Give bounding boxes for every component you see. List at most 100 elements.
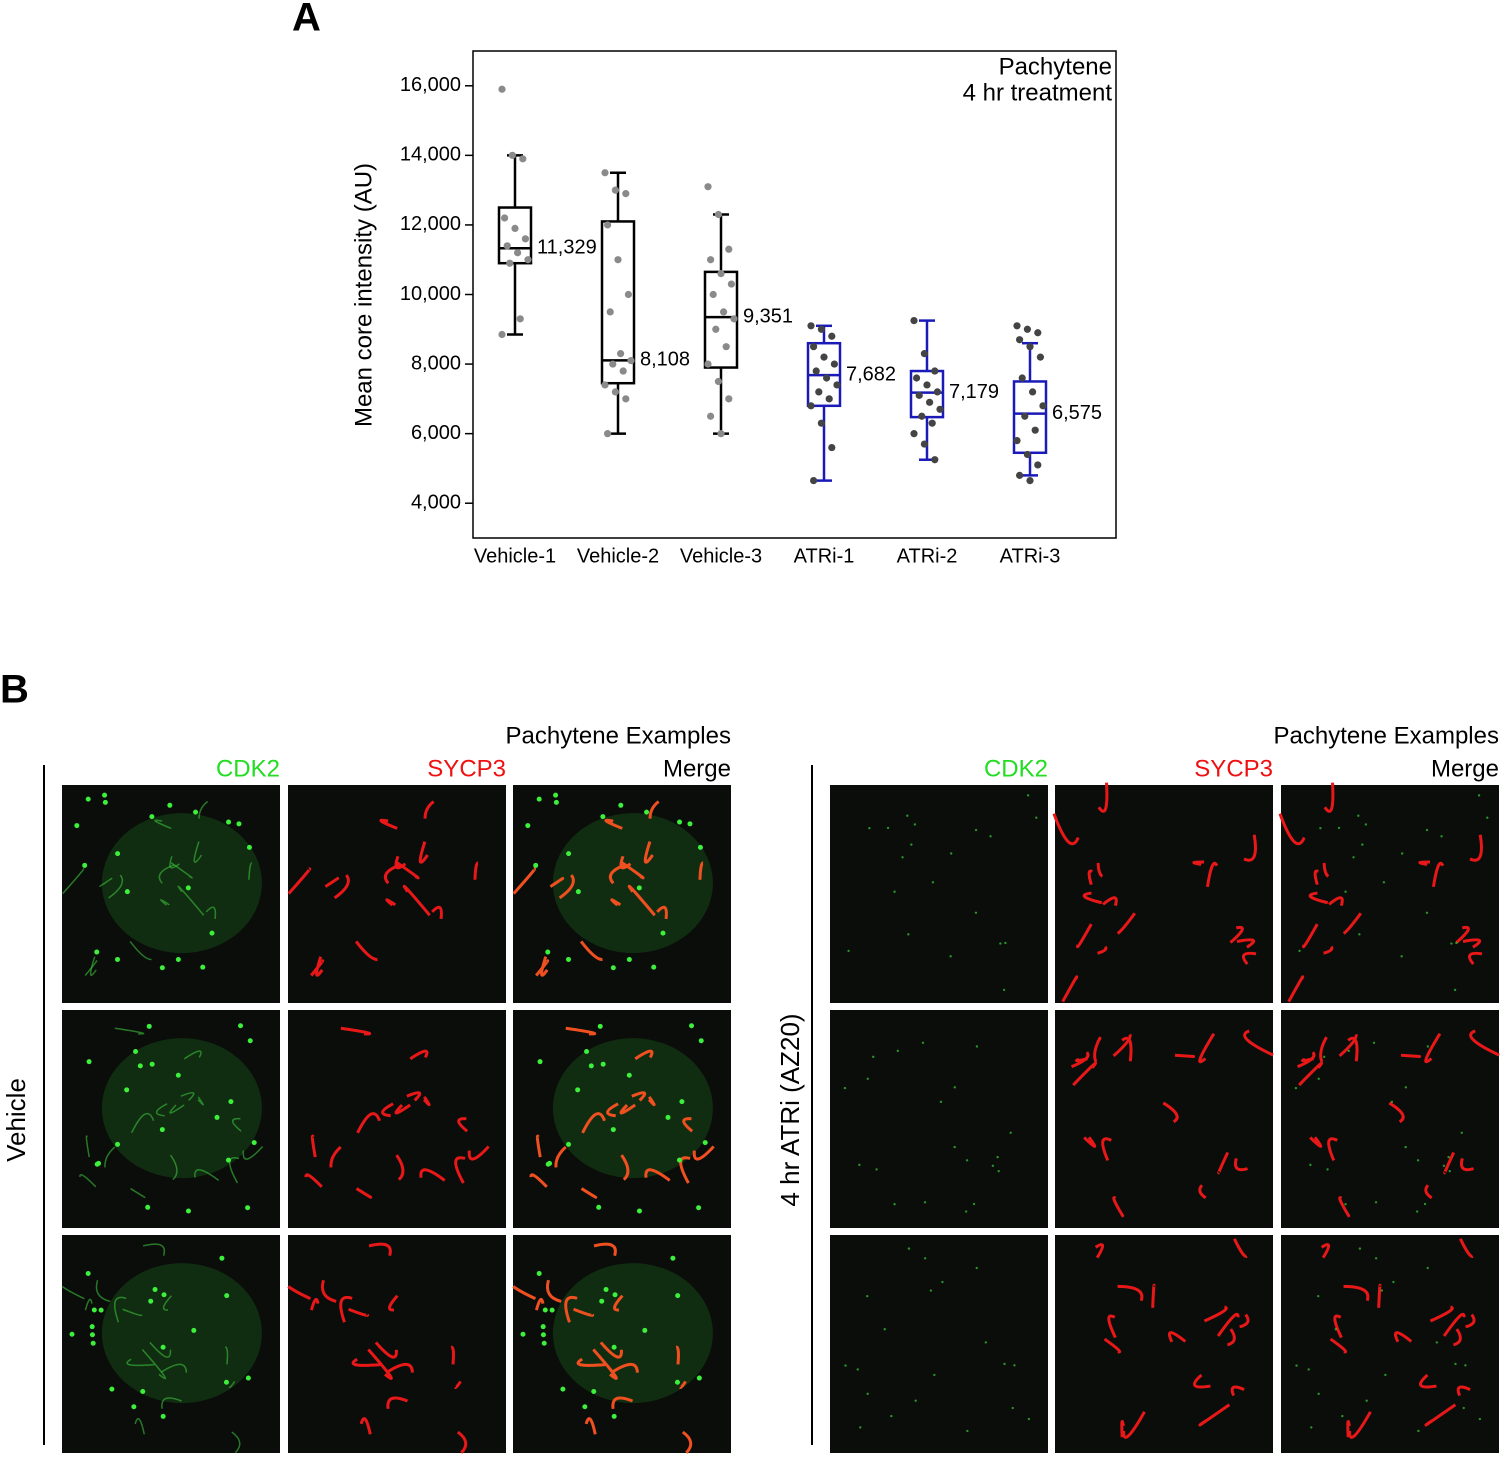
micrograph: [1055, 1235, 1273, 1453]
sycp3-axis: [1287, 975, 1305, 1003]
sycp3-axis: [1323, 945, 1334, 955]
sycp3-axis: [1322, 862, 1330, 878]
micrograph-background: [513, 1010, 731, 1228]
data-point: [833, 381, 841, 389]
cdk2-focus: [191, 1327, 197, 1333]
row-label: Vehicle: [1, 1078, 31, 1162]
micrograph: [62, 785, 280, 1003]
micrograph: [512, 1235, 731, 1454]
sycp3-axis: [1393, 1331, 1413, 1343]
sycp3-axis: [351, 1357, 381, 1367]
sycp3-axis: [1320, 1243, 1331, 1259]
data-point: [1026, 343, 1034, 351]
sycp3-axis: [564, 1295, 578, 1323]
cdk2-focus: [566, 1141, 572, 1147]
data-point: [622, 395, 630, 403]
sycp3-axis: [565, 1026, 596, 1036]
sycp3-axis: [473, 861, 479, 880]
cdk2-focus: [858, 1163, 861, 1167]
data-point: [933, 388, 942, 396]
data-point: [1023, 450, 1031, 459]
cdk2-focus: [953, 1086, 957, 1089]
cdk2-haze: [552, 813, 713, 954]
data-point: [714, 377, 723, 386]
sycp3-axis: [1455, 925, 1470, 944]
micrograph: [513, 1010, 731, 1228]
cdk2-focus: [226, 819, 232, 825]
cdk2-focus: [996, 1155, 999, 1159]
cdk2-focus: [89, 1324, 95, 1330]
data-point: [627, 356, 635, 365]
cdk2-focus: [610, 1127, 616, 1133]
cdk2-focus: [161, 1292, 167, 1298]
annotation: Pachytene: [999, 53, 1112, 80]
cdk2-axis: [122, 1308, 143, 1317]
sycp3-axis: [329, 1145, 342, 1168]
sycp3-axis: [1302, 923, 1319, 949]
sycp3-axis: [1467, 951, 1483, 965]
sycp3-axis: [604, 818, 623, 830]
cdk2-focus: [866, 1392, 869, 1396]
micrograph-background: [62, 1235, 280, 1453]
cdk2-axis: [85, 1135, 90, 1158]
sycp3-axis: [1230, 1385, 1245, 1397]
box: [497, 206, 533, 265]
sycp3-axis: [1342, 912, 1362, 935]
data-point: [609, 360, 617, 368]
data-point: [624, 290, 633, 299]
cdk2-focus: [1358, 1247, 1362, 1250]
data-point: [506, 259, 514, 267]
sycp3-axis: [512, 867, 537, 895]
cdk2-focus: [175, 956, 181, 962]
cdk2-focus: [644, 809, 650, 815]
data-point: [1016, 336, 1024, 344]
sycp3-axis: [1097, 782, 1109, 813]
data-point: [931, 367, 939, 375]
sycp3-axis: [1469, 1029, 1500, 1057]
data-point: [604, 430, 612, 438]
data-point: [712, 325, 720, 333]
cdk2-focus: [642, 1327, 648, 1333]
sycp3-axis: [529, 1173, 548, 1188]
sycp3-axis: [456, 1430, 468, 1454]
y-tick-label: 12,000: [400, 213, 461, 235]
sycp3-axis: [1243, 1029, 1274, 1057]
sycp3-axis: [1333, 1314, 1343, 1339]
data-point: [1018, 374, 1026, 382]
cdk2-focus: [591, 1389, 597, 1395]
cdk2-focus: [1027, 1417, 1031, 1421]
cdk2-focus: [566, 956, 572, 962]
sycp3-axis: [620, 1154, 630, 1181]
sycp3-axis: [627, 884, 656, 917]
cdk2-axis: [89, 956, 97, 976]
sycp3-axis: [422, 1096, 431, 1107]
sycp3-axis: [1120, 1420, 1125, 1438]
sycp3-axis: [320, 1279, 337, 1303]
data-point: [1013, 437, 1021, 445]
micrograph: [830, 1235, 1048, 1453]
channel-label: CDK2: [216, 755, 280, 782]
y-tick-label: 10,000: [400, 283, 461, 305]
median-label: 6,575: [1052, 402, 1102, 424]
cdk2-focus: [1344, 890, 1347, 893]
cdk2-focus: [102, 792, 108, 798]
cdk2-focus: [610, 965, 616, 971]
median-label: 9,351: [743, 305, 793, 327]
cdk2-focus: [1364, 823, 1368, 826]
cdk2-focus: [991, 1164, 995, 1168]
cdk2-focus: [1425, 911, 1429, 915]
cdk2-focus: [251, 1140, 257, 1146]
cdk2-focus: [886, 826, 890, 830]
micrograph: [830, 1010, 1048, 1228]
cdk2-focus: [1400, 852, 1404, 855]
cdk2-focus: [1447, 1155, 1450, 1159]
cdk2-focus: [533, 862, 539, 868]
data-point: [918, 412, 926, 420]
x-tick-label: Vehicle-1: [474, 545, 556, 567]
sycp3-axis: [1097, 945, 1108, 955]
channel-label: Merge: [1431, 755, 1499, 782]
cdk2-focus: [875, 1168, 878, 1171]
sycp3-axis: [450, 1345, 455, 1365]
micrograph-background: [513, 1235, 731, 1453]
